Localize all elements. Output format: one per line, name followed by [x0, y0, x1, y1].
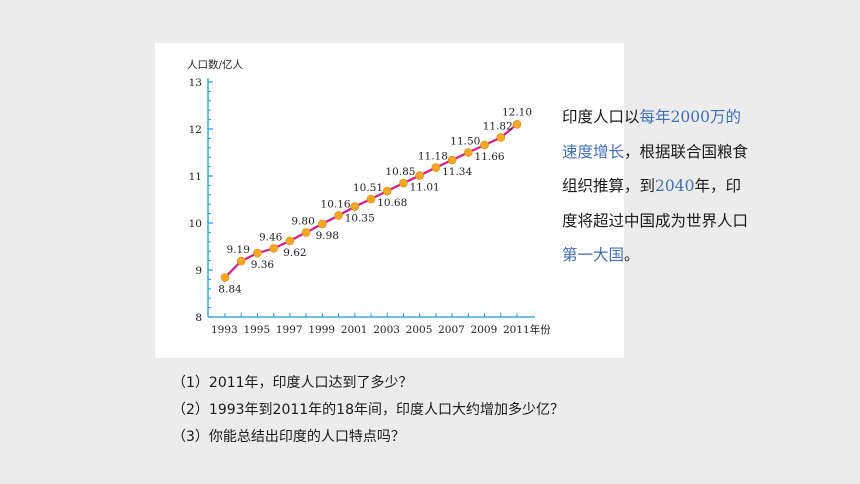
- data-point: [464, 148, 473, 157]
- y-tick-label: 8: [195, 312, 202, 324]
- data-point: [382, 186, 392, 196]
- question-list: （1）2011年，印度人口达到了多少？ （2）1993年到2011年的18年间，…: [172, 370, 564, 451]
- data-label: 10.68: [377, 197, 407, 209]
- data-point: [366, 194, 376, 204]
- x-tick-label: 1999: [308, 324, 335, 336]
- y-axis-title: 人口数/亿人: [187, 58, 244, 71]
- data-label: 10.16: [321, 198, 351, 210]
- x-tick-label: 2011年份: [503, 323, 551, 336]
- data-label: 10.51: [353, 182, 383, 194]
- side-text-part2: ，根据联合国粮食组织推算，到: [562, 142, 749, 196]
- data-point: [236, 256, 246, 266]
- data-point: [253, 248, 262, 258]
- x-tick-label: 1997: [276, 324, 303, 336]
- y-tick-label: 11: [189, 171, 202, 183]
- y-tick-label: 9: [195, 265, 202, 277]
- data-point: [301, 228, 311, 237]
- x-tick-label: 2003: [373, 324, 400, 336]
- x-tick-label: 2001: [341, 324, 368, 336]
- x-tick-label: 1995: [243, 324, 270, 336]
- data-label: 9.98: [316, 230, 339, 242]
- population-line-chart: 8 9 10 11 12 13 1993 1995 1997 1999 2001 2003 2005 20…: [187, 58, 551, 336]
- data-label: 11.82: [483, 120, 513, 132]
- y-tick-label: 12: [189, 124, 202, 136]
- data-point: [269, 244, 278, 253]
- data-label: 9.80: [291, 215, 314, 227]
- data-label: 9.19: [227, 244, 250, 256]
- data-label: 9.46: [259, 231, 283, 243]
- data-point: [512, 120, 522, 129]
- x-tick-label: 2007: [438, 324, 465, 336]
- data-label: 10.85: [385, 166, 415, 178]
- data-label: 11.50: [450, 136, 480, 148]
- side-text-part3: 年，印度将超过中国成为世界人口: [562, 177, 749, 230]
- data-point: [415, 171, 424, 180]
- data-point: [480, 140, 489, 150]
- data-point: [285, 236, 295, 246]
- side-text-highlight-growth: 每年2000万的速度增长: [562, 108, 741, 161]
- data-point: [496, 133, 506, 142]
- y-tick-label: 13: [189, 77, 202, 89]
- data-label: 11.18: [418, 151, 448, 163]
- question-2: （2）1993年到2011年的18年间，印度人口大约增加多少亿？: [172, 402, 564, 418]
- question-1: （1）2011年，印度人口达到了多少？: [172, 375, 413, 391]
- data-label: 11.34: [442, 166, 472, 178]
- side-text-highlight-year: 2040: [655, 177, 695, 195]
- side-text-highlight-rank: 第一大国: [562, 246, 625, 264]
- data-label: 11.66: [475, 151, 505, 163]
- data-point: [350, 202, 360, 211]
- data-point: [318, 219, 327, 229]
- side-text-part1: 印度人口以: [562, 108, 640, 126]
- data-point: [399, 178, 408, 188]
- data-point: [220, 273, 230, 282]
- data-point: [447, 155, 457, 165]
- data-label: 11.01: [410, 182, 440, 194]
- question-3: （3）你能总结出印度的人口特点吗？: [172, 429, 405, 445]
- data-label: 8.84: [218, 284, 242, 296]
- chart-panel: 8 9 10 11 12 13 1993 1995 1997 1999 2001 2003 2005 20…: [155, 43, 624, 358]
- y-tick-label: 10: [189, 218, 202, 230]
- data-point: [431, 163, 441, 172]
- data-label: 10.35: [345, 213, 375, 225]
- data-label: 12.10: [502, 106, 532, 118]
- x-tick-label: 2009: [471, 324, 498, 336]
- data-label: 9.62: [283, 247, 306, 259]
- x-tick-label: 2005: [406, 324, 433, 336]
- side-description: 印度人口以每年2000万的速度增长，根据联合国粮食组织推算，到2040年，印度将…: [562, 100, 752, 273]
- data-label: 9.36: [251, 259, 275, 271]
- x-tick-label: 1993: [211, 324, 238, 336]
- side-text-part4: 。: [624, 246, 640, 264]
- data-point: [334, 211, 343, 220]
